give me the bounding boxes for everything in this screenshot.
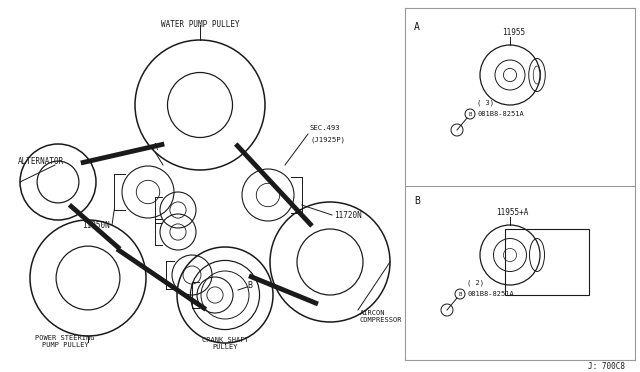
Text: (J1925P): (J1925P) bbox=[310, 137, 345, 143]
Text: B: B bbox=[458, 292, 461, 296]
Text: B: B bbox=[414, 196, 420, 206]
Text: ALTERNATOR: ALTERNATOR bbox=[18, 157, 64, 167]
Text: 11950N: 11950N bbox=[83, 221, 110, 230]
Text: ( 3): ( 3) bbox=[477, 100, 494, 106]
Text: AIRCON
COMPRESSOR: AIRCON COMPRESSOR bbox=[360, 310, 403, 323]
Text: 11720N: 11720N bbox=[334, 211, 362, 219]
Text: A: A bbox=[152, 144, 157, 153]
Text: 081B8-8251A: 081B8-8251A bbox=[477, 111, 524, 117]
Bar bbox=[505, 229, 589, 295]
Text: B: B bbox=[248, 280, 253, 289]
Text: 11955+A: 11955+A bbox=[496, 208, 528, 217]
Text: 11955: 11955 bbox=[502, 28, 525, 37]
Text: WATER PUMP PULLEY: WATER PUMP PULLEY bbox=[161, 20, 239, 29]
Text: POWER STEERING
PUMP PULLEY: POWER STEERING PUMP PULLEY bbox=[35, 335, 95, 348]
Text: ( 2): ( 2) bbox=[467, 280, 484, 286]
Text: A: A bbox=[414, 22, 420, 32]
Text: 081B8-8251A: 081B8-8251A bbox=[467, 291, 514, 297]
Text: SEC.493: SEC.493 bbox=[310, 125, 340, 131]
Text: CRANK SHAFT
PULLEY: CRANK SHAFT PULLEY bbox=[202, 337, 248, 350]
Text: B: B bbox=[468, 112, 472, 116]
Text: J: 700C8: J: 700C8 bbox=[588, 362, 625, 371]
